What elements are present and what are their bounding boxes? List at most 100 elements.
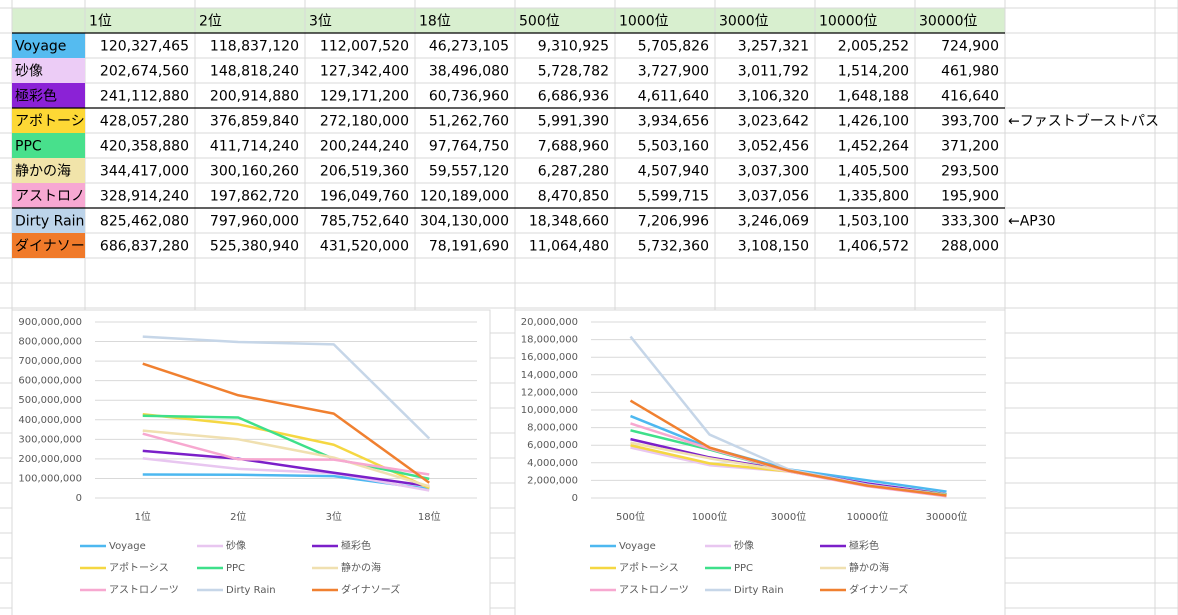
column-header: 500位 <box>519 14 560 30</box>
cell-value: 4,507,940 <box>638 164 709 180</box>
y-tick-label: 500,000,000 <box>18 395 82 406</box>
legend-label: Voyage <box>619 541 656 552</box>
cell-value: 51,262,760 <box>429 114 509 130</box>
legend-label: ダイナソーズ <box>341 583 400 596</box>
cell-value: 3,257,321 <box>738 39 809 55</box>
cell-value: 328,914,240 <box>100 189 189 205</box>
column-header: 30000位 <box>919 14 978 30</box>
legend-label: アポトーシス <box>109 562 169 574</box>
row-label: アストロノーツ <box>15 189 113 205</box>
x-tick-label: 3000位 <box>771 510 806 523</box>
legend-label: PPC <box>734 563 753 574</box>
x-tick-label: 1000位 <box>692 510 727 523</box>
y-tick-label: 16,000,000 <box>521 352 578 363</box>
row-label-bg <box>12 233 85 258</box>
row-label: PPC <box>15 139 42 155</box>
y-tick-label: 4,000,000 <box>527 458 578 469</box>
y-tick-label: 100,000,000 <box>18 473 82 484</box>
row-label-bg <box>12 33 85 58</box>
cell-value: 120,189,000 <box>420 189 509 205</box>
cell-value: 428,057,280 <box>100 114 189 130</box>
cell-value: 416,640 <box>941 89 999 105</box>
cell-value: 3,011,792 <box>738 64 809 80</box>
y-tick-label: 300,000,000 <box>18 434 82 445</box>
row-label-bg <box>12 83 85 108</box>
x-tick-label: 1位 <box>135 510 151 523</box>
column-header: 2位 <box>199 14 222 30</box>
cell-value: 129,171,200 <box>320 89 409 105</box>
row-label-bg <box>12 133 85 158</box>
cell-value: 1,405,500 <box>838 164 909 180</box>
series-line <box>142 449 430 488</box>
cell-value: 288,000 <box>941 239 999 255</box>
cell-value: 46,273,105 <box>429 39 509 55</box>
row-label: 静かの海 <box>15 164 71 180</box>
cell-value: 344,417,000 <box>100 164 189 180</box>
series-line <box>142 457 430 492</box>
cell-value: 461,980 <box>941 64 999 80</box>
y-tick-label: 14,000,000 <box>521 370 578 381</box>
cell-value: 3,108,150 <box>738 239 809 255</box>
y-tick-label: 12,000,000 <box>521 387 578 398</box>
legend-label: ダイナソーズ <box>849 583 908 596</box>
cell-value: 78,191,690 <box>429 239 509 255</box>
cell-value: 7,688,960 <box>538 139 609 155</box>
cell-value: 393,700 <box>941 114 999 130</box>
cell-value: 1,648,188 <box>838 89 909 105</box>
y-tick-label: 0 <box>572 493 578 504</box>
legend-label: 静かの海 <box>849 561 889 574</box>
cell-value: 11,064,480 <box>529 239 609 255</box>
cell-value: 304,130,000 <box>420 214 509 230</box>
cell-value: 5,599,715 <box>638 189 709 205</box>
cell-value: 127,342,400 <box>320 64 409 80</box>
cell-value: 3,023,642 <box>738 114 809 130</box>
x-tick-label: 18位 <box>418 510 441 523</box>
cell-value: 6,686,936 <box>538 89 609 105</box>
cell-value: 724,900 <box>941 39 999 55</box>
cell-value: 241,112,880 <box>100 89 189 105</box>
series-line <box>142 335 431 440</box>
cell-value: 371,200 <box>941 139 999 155</box>
cell-value: 3,037,056 <box>738 189 809 205</box>
legend-label: アポトーシス <box>619 562 679 574</box>
cell-value: 59,557,120 <box>429 164 509 180</box>
cell-value: 8,470,850 <box>538 189 609 205</box>
cell-value: 3,052,456 <box>738 139 809 155</box>
cell-value: 5,732,360 <box>638 239 709 255</box>
cell-value: 196,049,760 <box>320 189 409 205</box>
row-label: アポトーシス <box>15 114 99 130</box>
y-tick-label: 600,000,000 <box>18 376 82 387</box>
cell-value: 5,705,826 <box>638 39 709 55</box>
cell-value: 1,426,100 <box>838 114 909 130</box>
y-tick-label: 0 <box>76 493 82 504</box>
cell-value: 7,206,996 <box>638 214 709 230</box>
row-label-bg <box>12 208 85 233</box>
row-label-bg <box>12 183 85 208</box>
cell-value: 1,406,572 <box>838 239 909 255</box>
row-label: ダイナソーズ <box>15 239 98 255</box>
column-header: 3位 <box>309 14 332 30</box>
column-header: 10000位 <box>819 14 878 30</box>
legend-label: Dirty Rain <box>734 585 784 596</box>
cell-value: 202,674,560 <box>100 64 189 80</box>
legend-label: アストロノーツ <box>109 585 179 596</box>
cell-value: 112,007,520 <box>320 39 409 55</box>
cell-value: 6,287,280 <box>538 164 609 180</box>
cell-value: 200,244,240 <box>320 139 409 155</box>
cell-value: 3,934,656 <box>638 114 709 130</box>
cell-value: 197,862,720 <box>210 189 299 205</box>
cell-value: 195,900 <box>941 189 999 205</box>
column-header: 1位 <box>89 14 112 30</box>
cell-value: 1,452,264 <box>838 139 909 155</box>
x-tick-label: 2位 <box>230 510 246 523</box>
legend-label: 極彩色 <box>849 539 879 552</box>
x-tick-label: 10000位 <box>847 510 889 523</box>
legend-label: PPC <box>226 563 245 574</box>
cell-value: 148,818,240 <box>210 64 299 80</box>
cell-value: 2,005,252 <box>838 39 909 55</box>
cell-value: 5,991,390 <box>538 114 609 130</box>
x-tick-label: 3位 <box>326 510 342 523</box>
legend-label: 極彩色 <box>341 539 371 552</box>
cell-value: 420,358,880 <box>100 139 189 155</box>
